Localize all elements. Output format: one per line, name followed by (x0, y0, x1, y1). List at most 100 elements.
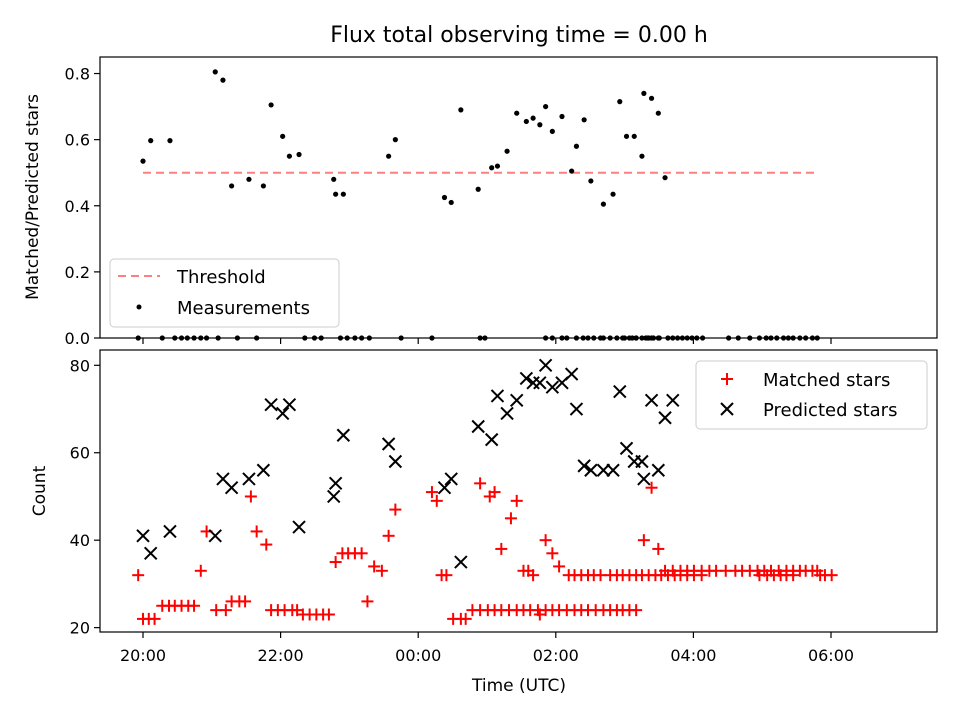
measurement-point (600, 201, 607, 207)
measurement-point (234, 335, 240, 341)
predicted-star-point (444, 472, 458, 486)
bottom-xticks: 20:00 22:00 00:00 02:00 04:00 06:00 (120, 632, 854, 665)
predicted-star-point (136, 529, 150, 543)
matched-star-point (329, 556, 342, 569)
measurement-point (184, 335, 190, 341)
measurement-point (620, 335, 626, 341)
measurement-point (148, 138, 154, 144)
measurement-point (352, 335, 358, 341)
predicted-star-point (292, 520, 306, 534)
measurement-point (333, 191, 339, 197)
measurement-point (670, 335, 676, 341)
measurement-point (260, 183, 266, 189)
measurement-point (302, 335, 308, 341)
matched-star-point (495, 542, 508, 555)
measurement-point (135, 335, 141, 341)
predicted-star-point (519, 371, 534, 386)
measurement-point (600, 335, 607, 341)
measurement-point (203, 335, 210, 341)
matched-star-point (260, 538, 273, 551)
bottom-legend-box (695, 360, 928, 430)
predicted-star-point (484, 432, 499, 447)
measurement-point (140, 158, 146, 164)
predicted-star-point (282, 397, 297, 412)
predicted-star-point (569, 402, 584, 416)
matched-star-point (459, 612, 472, 625)
legend-matched-label: Matched stars (763, 370, 890, 391)
measurement-point (340, 191, 346, 197)
chart-title: Flux total observing time = 0.00 h (330, 23, 708, 48)
matched-star-point (219, 604, 232, 617)
measurement-point (689, 335, 695, 341)
predicted-star-point (606, 463, 620, 477)
bottom-xlabel: Time (UTC) (471, 676, 566, 696)
measurement-point (648, 95, 655, 101)
matched-star-point (652, 542, 665, 555)
matched-star-point (389, 503, 402, 516)
count-points (132, 358, 838, 625)
matched-star-point (194, 564, 207, 577)
measurement-point (559, 335, 565, 341)
predicted-star-point (143, 546, 158, 561)
measurement-point (268, 102, 274, 108)
measurement-point (549, 335, 555, 341)
measurement-point (588, 178, 594, 184)
legend-measurement-swatch (136, 304, 142, 310)
measurement-point (212, 69, 218, 75)
measurement-point (159, 335, 165, 341)
matched-star-point (637, 534, 650, 547)
measurement-point (172, 335, 178, 341)
predicted-star-point (336, 428, 351, 442)
measurement-point (318, 335, 324, 341)
measurement-point (591, 335, 597, 341)
predicted-star-point (388, 454, 403, 469)
matched-star-point (250, 525, 263, 538)
measurement-point (246, 176, 252, 182)
predicted-star-point (224, 481, 239, 495)
predicted-star-point (275, 406, 290, 421)
measurement-point (797, 335, 803, 341)
measurement-point (684, 335, 690, 341)
measurement-point (580, 335, 586, 341)
bottom-xtick-label: 20:00 (120, 646, 166, 665)
measurement-point (537, 122, 543, 128)
bottom-yticks: 20 40 60 80 (70, 356, 100, 638)
matched-star-point (825, 569, 838, 582)
measurement-point (631, 133, 637, 139)
predicted-star-point (256, 463, 271, 477)
measurement-point (344, 335, 350, 341)
measurement-point (780, 335, 787, 341)
predicted-star-point (564, 367, 579, 381)
bottom-xtick-label: 06:00 (808, 646, 854, 665)
measurement-point (785, 335, 791, 341)
measurement-point (254, 335, 260, 341)
matched-star-point (375, 564, 388, 577)
matched-star-point (474, 477, 487, 490)
top-ytick-label: 0.6 (65, 131, 90, 150)
matched-star-point (368, 560, 381, 573)
predicted-star-point (526, 376, 540, 390)
measurement-point (398, 335, 404, 341)
measurement-point (623, 133, 630, 139)
predicted-star-point (613, 384, 627, 399)
measurement-point (331, 176, 337, 182)
measurement-point (359, 335, 365, 341)
measurement-point (386, 153, 392, 159)
measurement-point (489, 165, 495, 171)
legend-matched-swatch (721, 373, 733, 385)
top-axes-frame (99, 56, 938, 339)
predicted-star-point (510, 393, 524, 407)
matched-star-point (355, 547, 368, 560)
legend-x-marker (720, 402, 734, 416)
matched-star-point (539, 534, 552, 547)
matched-star-point (322, 608, 335, 621)
top-ytick-label: 0.0 (65, 329, 90, 348)
top-legend: Threshold Measurements (109, 258, 340, 328)
matched-star-point (546, 547, 559, 560)
measurement-point (514, 110, 520, 116)
measurement-point (392, 137, 398, 143)
bottom-ylabel: Count (30, 465, 50, 516)
measurement-point (573, 143, 580, 149)
measurement-point (694, 335, 700, 341)
top-xticks (142, 338, 832, 344)
